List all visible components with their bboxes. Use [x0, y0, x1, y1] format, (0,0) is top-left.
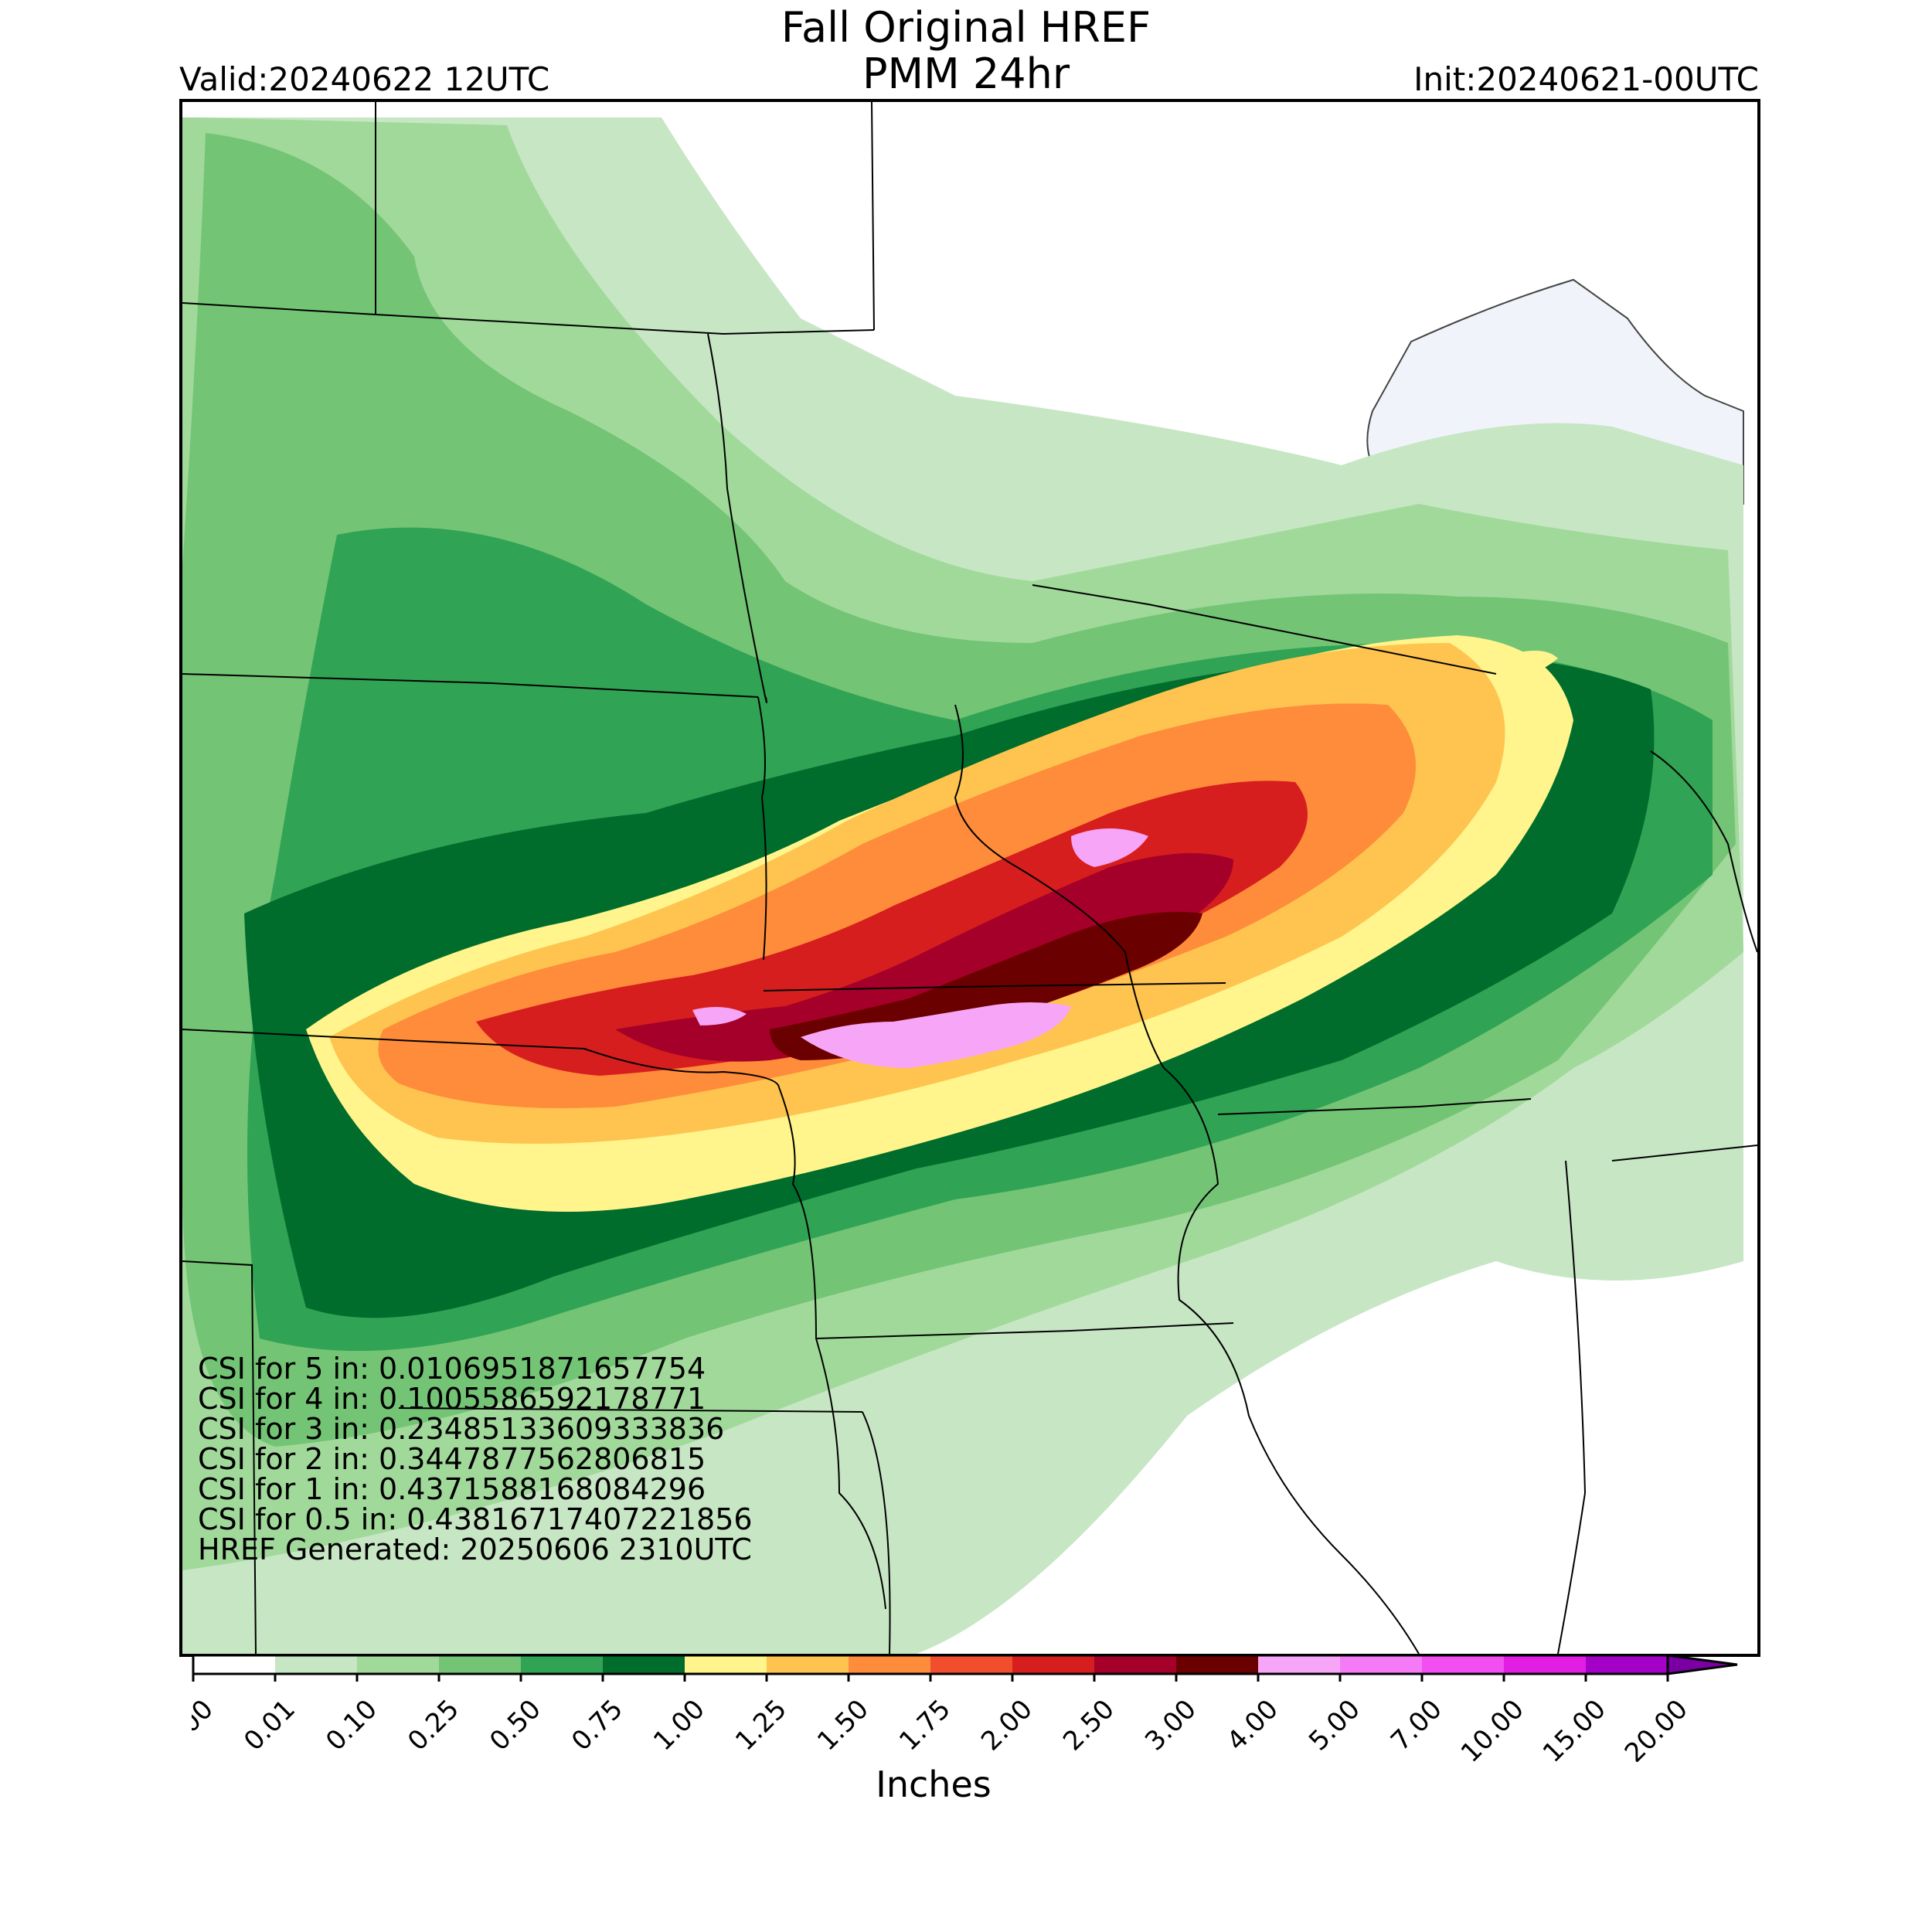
boundary-mo-ia-line	[862, 1411, 891, 1654]
colorbar-tick-label: 5.00	[1303, 1694, 1366, 1757]
boundary-ne-ks	[182, 1260, 257, 1654]
colorbar-tick-label: 2.50	[1057, 1694, 1121, 1757]
stat-line: CSI for 1 in: 0.4371588168084296	[198, 1472, 706, 1506]
precip-cell-4.00	[692, 1007, 747, 1026]
boundary-ks-mo	[398, 1407, 863, 1413]
colorbar-cell	[193, 1655, 275, 1674]
stat-line: CSI for 4 in: 0.1005586592178771	[198, 1382, 706, 1416]
colorbar-cell	[275, 1655, 357, 1674]
colorbar-tick-label: 0.75	[566, 1694, 629, 1757]
stat-line: CSI for 5 in: 0.0106951871657754	[198, 1352, 706, 1386]
colorbar-cell	[1586, 1655, 1668, 1674]
boundary-mn-ia	[763, 982, 1226, 992]
precip-field	[182, 117, 1743, 1654]
precipitation-map: CSI for 5 in: 0.0106951871657754 CSI for…	[179, 99, 1760, 1657]
colorbar-tick-label: 1.75	[893, 1694, 957, 1757]
boundary-mn-wi	[954, 704, 1165, 1069]
init-time-label: Init:20240621-00UTC	[1413, 60, 1759, 98]
boundary-wi-mi	[1032, 584, 1497, 675]
stat-line: CSI for 2 in: 0.3447877562806815	[198, 1442, 706, 1476]
colorbar-cell	[849, 1655, 930, 1674]
boundary-ia-il-river	[1163, 1067, 1420, 1654]
colorbar-tick-label: 0.25	[402, 1694, 465, 1757]
colorbar-tick-label: 4.00	[1221, 1694, 1284, 1757]
stat-line: CSI for 0.5 in: 0.43816717407221856	[198, 1502, 753, 1536]
boundary-wi-il	[1217, 1098, 1532, 1115]
colorbar-cell	[1012, 1655, 1094, 1674]
colorbar-tick-label: 3.00	[1139, 1694, 1202, 1757]
boundary-mi-in	[1611, 1145, 1757, 1162]
stat-line: CSI for 3 in: 0.23485133609333836	[198, 1412, 725, 1446]
boundary-il-in	[1557, 1160, 1587, 1654]
precip-cell-4.00	[1071, 828, 1148, 867]
colorbar-cell	[357, 1655, 439, 1674]
boundary-ia-mo	[815, 1322, 1234, 1339]
colorbar-cell	[767, 1655, 849, 1674]
colorbar-tick-label: 1.50	[811, 1694, 875, 1757]
state-boundaries	[182, 102, 1757, 1654]
colorbar-tick-label: 1.25	[730, 1694, 793, 1757]
colorbar-cell	[1258, 1655, 1340, 1674]
boundary-nd-mn	[707, 333, 767, 703]
precip-contour-4.00	[801, 1002, 1071, 1068]
colorbar-tick-label: 10.00	[1455, 1694, 1530, 1762]
colorbar-extend-arrow	[1666, 1654, 1738, 1675]
colorbar-label: Inches	[876, 1764, 992, 1805]
precip-contour-2.50	[615, 853, 1233, 1062]
colorbar-tick-label: 0.01	[238, 1694, 301, 1757]
colorbar-cell	[685, 1655, 767, 1674]
colorbar-tick-label: 0.50	[484, 1694, 547, 1757]
colorbar-cell	[1094, 1655, 1176, 1674]
colorbar-tick-label: 2.00	[975, 1694, 1039, 1757]
csi-stats: CSI for 5 in: 0.0106951871657754 CSI for…	[198, 1354, 753, 1565]
map-canvas	[182, 102, 1757, 1654]
precip-cell-1.00	[1496, 651, 1558, 678]
map-title: Fall Original HREF	[781, 3, 1151, 52]
colorbar-cell	[930, 1655, 1012, 1674]
colorbar-cell	[1504, 1655, 1586, 1674]
boundary-nd-sd	[182, 673, 759, 698]
colorbar-tick-label: 0.00	[192, 1694, 219, 1757]
colorbar-cell	[1340, 1655, 1422, 1674]
colorbar-cell	[521, 1655, 603, 1674]
boundary-mi-shore	[1650, 750, 1757, 953]
map-subtitle: PMM 24hr	[862, 49, 1070, 98]
colorbar-tick-label: 7.00	[1385, 1694, 1448, 1757]
boundary-sd-ne	[182, 1029, 780, 1088]
boundary-canada-us	[182, 302, 875, 335]
colorbar-cell	[1422, 1655, 1504, 1674]
colorbar-cell	[603, 1655, 685, 1674]
colorbar-tick-label: 15.00	[1537, 1694, 1612, 1762]
colorbar: 0.00 0.01 0.10 0.25 0.50 0.75 1.00 1.25 1.50 1.75…	[192, 1654, 1738, 1762]
boundary-sd-mn	[757, 696, 767, 961]
colorbar-tick-label: 20.00	[1619, 1694, 1694, 1762]
boundary-ia-ne-river	[778, 1087, 886, 1610]
colorbar-cell	[1176, 1655, 1258, 1674]
boundary-ontario-west	[871, 102, 875, 331]
stat-line: HREF Generated: 20250606 2310UTC	[198, 1532, 752, 1566]
colorbar-tick-label: 0.10	[320, 1694, 383, 1757]
colorbar-cell	[439, 1655, 521, 1674]
valid-time-label: Valid:20240622 12UTC	[179, 60, 550, 98]
colorbar-tick-label: 1.00	[648, 1694, 711, 1757]
